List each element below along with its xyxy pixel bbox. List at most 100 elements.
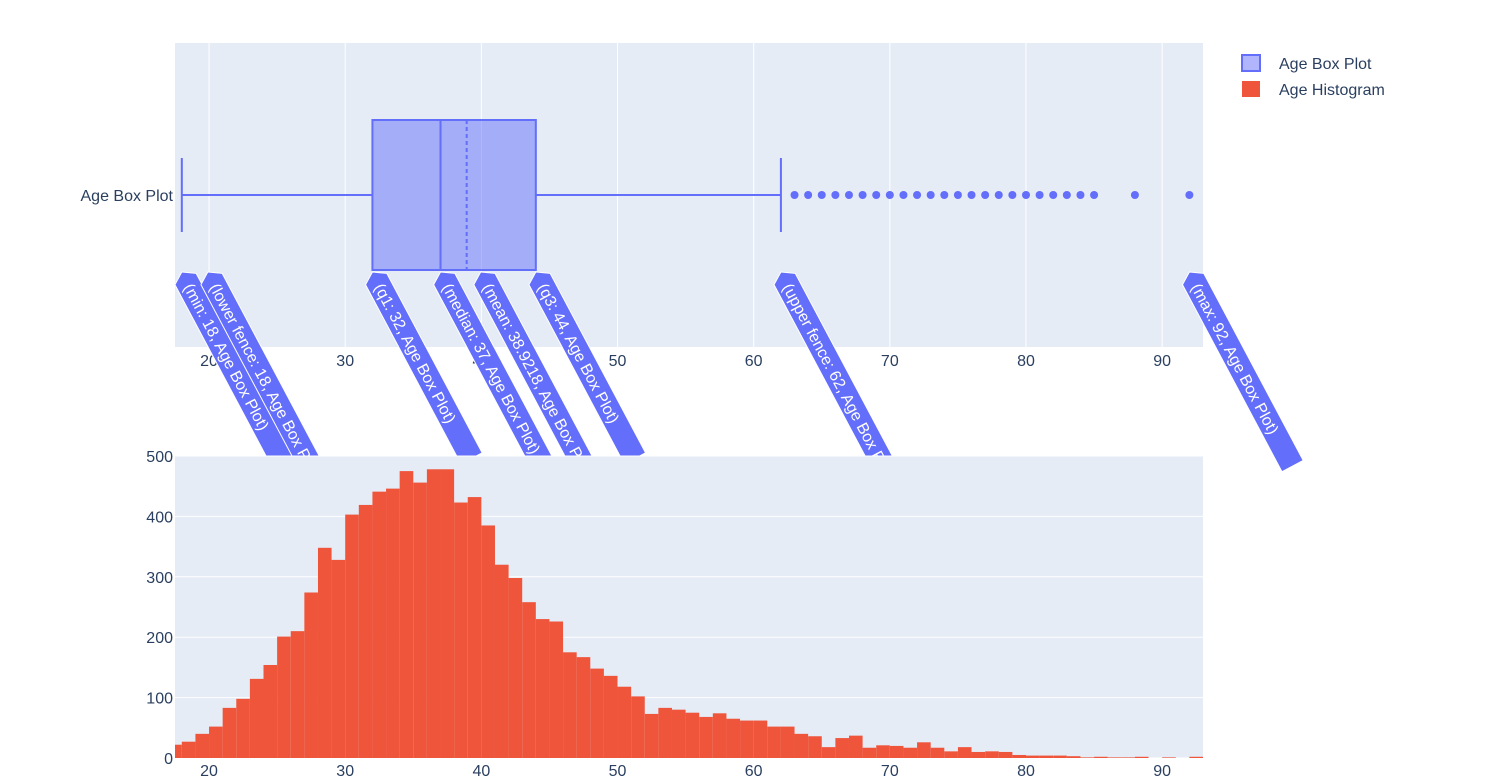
histogram-bar[interactable]: [1094, 756, 1108, 758]
outlier-point[interactable]: [1021, 191, 1030, 199]
histogram-bar[interactable]: [454, 502, 468, 758]
histogram-bar[interactable]: [780, 726, 795, 758]
histogram-bar[interactable]: [563, 652, 577, 758]
outlier-point[interactable]: [940, 191, 949, 199]
histogram-bar[interactable]: [522, 602, 536, 758]
histogram-bar[interactable]: [331, 559, 346, 758]
outlier-point[interactable]: [994, 191, 1003, 199]
histogram-bar[interactable]: [971, 751, 986, 758]
outlier-point[interactable]: [981, 191, 990, 199]
histogram-bar[interactable]: [862, 747, 877, 758]
outlier-point[interactable]: [1076, 191, 1085, 199]
outlier-point[interactable]: [804, 191, 813, 199]
histogram-bar[interactable]: [290, 631, 305, 758]
histogram-bar[interactable]: [386, 488, 400, 758]
histogram-bar[interactable]: [467, 497, 482, 758]
outlier-point[interactable]: [1185, 191, 1194, 199]
histogram-bar[interactable]: [699, 716, 713, 758]
histogram-bar[interactable]: [1039, 755, 1054, 758]
histogram-bar[interactable]: [1066, 756, 1081, 758]
outlier-point[interactable]: [1049, 191, 1058, 199]
histogram-bar[interactable]: [889, 745, 904, 758]
outlier-point[interactable]: [885, 191, 894, 199]
histogram-bar[interactable]: [753, 720, 768, 758]
outlier-point[interactable]: [844, 191, 853, 199]
histogram-bar[interactable]: [549, 621, 564, 758]
outlier-point[interactable]: [790, 191, 799, 199]
histogram-bar[interactable]: [930, 747, 945, 758]
histogram-bar[interactable]: [917, 742, 931, 758]
histogram-bar[interactable]: [726, 718, 741, 758]
histogram-bar[interactable]: [358, 504, 373, 758]
histogram-bar[interactable]: [1080, 757, 1095, 758]
histogram-bar[interactable]: [590, 668, 604, 758]
histogram-bar[interactable]: [1012, 754, 1026, 758]
histogram-bar[interactable]: [372, 491, 387, 758]
histogram-bar[interactable]: [944, 751, 958, 758]
histogram-bar[interactable]: [413, 482, 427, 758]
legend-item[interactable]: Age Histogram: [1242, 81, 1385, 99]
outlier-point[interactable]: [1090, 191, 1099, 199]
histogram-bar[interactable]: [222, 707, 237, 758]
outlier-point[interactable]: [1008, 191, 1017, 199]
histogram-bar[interactable]: [209, 726, 223, 758]
histogram-bar[interactable]: [808, 736, 822, 758]
histogram-bar[interactable]: [957, 747, 972, 758]
histogram-bar[interactable]: [181, 741, 196, 758]
histogram-bar[interactable]: [617, 686, 632, 758]
histogram-bar[interactable]: [631, 696, 645, 758]
histogram-bar[interactable]: [658, 707, 672, 758]
histogram-bar[interactable]: [998, 751, 1013, 758]
histogram-bar[interactable]: [426, 469, 441, 758]
histogram-bar[interactable]: [835, 738, 849, 758]
histogram-bar[interactable]: [1053, 755, 1067, 758]
histogram-bar[interactable]: [903, 747, 918, 758]
box-iqr[interactable]: [371, 119, 537, 271]
histogram-bar[interactable]: [236, 698, 250, 758]
histogram-bar[interactable]: [508, 578, 523, 758]
histogram-bar[interactable]: [985, 751, 999, 758]
histogram-bar[interactable]: [494, 564, 509, 758]
histogram-bar[interactable]: [304, 592, 318, 758]
histogram-bar[interactable]: [175, 744, 182, 758]
outlier-point[interactable]: [1130, 191, 1139, 199]
histogram-bar[interactable]: [249, 678, 264, 758]
outlier-point[interactable]: [831, 191, 840, 199]
outlier-point[interactable]: [913, 191, 922, 199]
histogram-bar[interactable]: [712, 713, 727, 758]
histogram-bar[interactable]: [685, 712, 700, 758]
histogram-bar[interactable]: [740, 720, 754, 758]
histogram-bar[interactable]: [1134, 756, 1149, 758]
histogram-bar[interactable]: [481, 525, 495, 758]
legend-item[interactable]: Age Box Plot: [1241, 54, 1372, 73]
histogram-bar[interactable]: [671, 709, 686, 758]
histogram-bar[interactable]: [195, 733, 210, 758]
histogram-bar[interactable]: [317, 547, 332, 758]
box-plot-marks[interactable]: [180, 119, 1194, 271]
histogram-bar[interactable]: [794, 733, 809, 758]
histogram-bar[interactable]: [821, 747, 836, 758]
histogram-bar[interactable]: [399, 471, 414, 758]
outlier-point[interactable]: [899, 191, 908, 199]
histogram-bar[interactable]: [876, 745, 890, 758]
outlier-point[interactable]: [858, 191, 867, 199]
outlier-point[interactable]: [872, 191, 881, 199]
histogram-bar[interactable]: [848, 735, 863, 758]
outlier-point[interactable]: [953, 191, 962, 199]
outlier-point[interactable]: [1062, 191, 1071, 199]
histogram-bar[interactable]: [277, 636, 291, 758]
histogram-bar[interactable]: [644, 713, 659, 758]
histogram-bar[interactable]: [535, 619, 550, 758]
histogram-bar[interactable]: [345, 514, 359, 758]
histogram-bar[interactable]: [263, 664, 278, 758]
outlier-point[interactable]: [967, 191, 976, 199]
outlier-point[interactable]: [1035, 191, 1044, 199]
histogram-bar[interactable]: [767, 726, 781, 758]
histogram-bar[interactable]: [603, 675, 618, 758]
histogram-bar[interactable]: [576, 657, 591, 758]
histogram-bar[interactable]: [440, 469, 455, 758]
histogram-bar[interactable]: [1189, 756, 1203, 758]
histogram-bars[interactable]: [175, 469, 1203, 758]
histogram-bar[interactable]: [1107, 757, 1122, 758]
outlier-point[interactable]: [817, 191, 826, 199]
